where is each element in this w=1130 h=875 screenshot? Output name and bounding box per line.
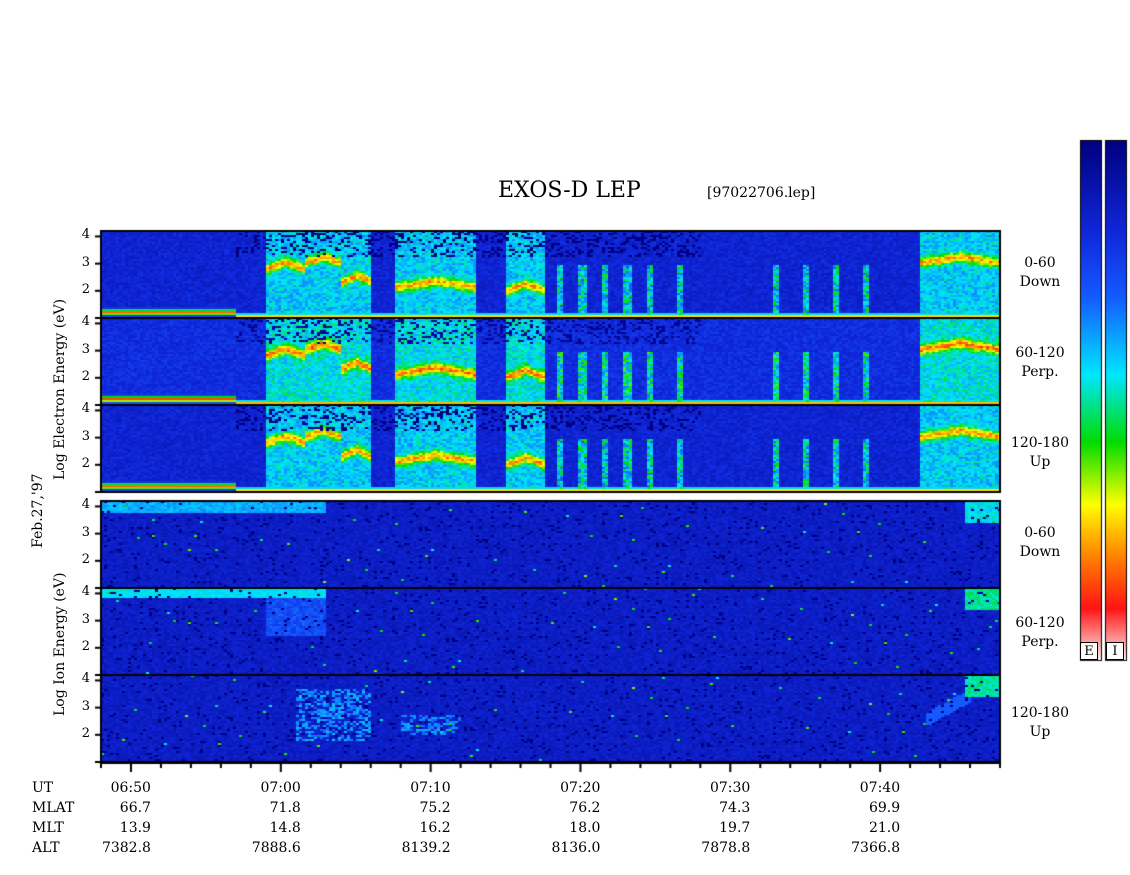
ephemeris-mlt: 16.2	[419, 820, 451, 836]
ephemeris-mlat: 71.8	[269, 800, 301, 816]
ephemeris-ut: 07:30	[709, 780, 751, 796]
ephemeris-ut: 07:20	[560, 780, 601, 796]
ephemeris-mlt: 18.0	[569, 820, 601, 836]
y-tick-label: 4	[81, 671, 90, 687]
y-tick-label: 2	[81, 455, 90, 471]
ephemeris-alt: 7382.8	[101, 840, 151, 856]
y-tick-label: 3	[81, 611, 90, 627]
ephemeris-ut: 07:10	[410, 780, 451, 796]
colorbar-label-ion: I	[1106, 642, 1124, 660]
panel-label-electron-up: 120-180 Up	[1010, 435, 1070, 470]
ephemeris-ut: 07:00	[260, 780, 301, 796]
ephemeris-mlt: 14.8	[269, 820, 301, 836]
file-label: [97022706.lep]	[707, 185, 816, 201]
y-tick-label: 4	[81, 584, 90, 600]
ephemeris-mlat: 74.3	[719, 800, 751, 816]
ephemeris-mlat: 75.2	[419, 800, 451, 816]
ephemeris-alt: 7888.6	[251, 840, 301, 856]
row-label-mlt: MLT	[32, 820, 64, 836]
colorbar-label-electron: E	[1080, 642, 1098, 660]
panel-label-ion-perp: 60-120 Perp.	[1015, 615, 1065, 650]
electron-ylabel: Log Electron Energy (eV)	[52, 298, 68, 480]
panel-label-ion-down: 0-60 Down	[1019, 525, 1061, 560]
ephemeris-mlat: 66.7	[119, 800, 151, 816]
panel-label-ion-up: 120-180 Up	[1010, 705, 1070, 740]
y-tick-label: 2	[81, 638, 90, 654]
ephemeris-alt: 8136.0	[551, 840, 601, 856]
date-label: Feb.27,'97	[30, 473, 46, 548]
y-tick-label: 2	[81, 368, 90, 384]
y-tick-label: 4	[81, 497, 90, 513]
panel-label-electron-perp: 60-120 Perp.	[1015, 345, 1065, 380]
y-tick-label: 3	[81, 254, 90, 270]
ion-ylabel: Log Ion Energy (eV)	[52, 572, 68, 716]
ephemeris-mlat: 69.9	[868, 800, 901, 816]
y-tick-label: 3	[81, 524, 90, 540]
ephemeris-alt: 8139.2	[401, 840, 451, 856]
y-tick-label: 4	[81, 227, 90, 243]
y-tick-label: 2	[81, 281, 90, 297]
y-tick-label: 4	[81, 401, 90, 417]
y-tick-label: 3	[81, 428, 90, 444]
ephemeris-mlt: 13.9	[119, 820, 151, 836]
ephemeris-alt: 7878.8	[701, 840, 751, 856]
y-tick-label: 2	[81, 551, 90, 567]
y-tick-label: 2	[81, 725, 90, 741]
panel-label-electron-down: 0-60 Down	[1019, 255, 1061, 290]
ephemeris-mlat: 76.2	[569, 800, 601, 816]
y-tick-label: 4	[81, 314, 90, 330]
ephemeris-alt: 7366.8	[851, 840, 901, 856]
row-label-ut: UT	[32, 780, 54, 796]
y-tick-label: 3	[81, 341, 90, 357]
chart-title: EXOS-D LEP	[498, 178, 641, 203]
ephemeris-mlt: 21.0	[868, 820, 901, 836]
row-label-alt: ALT	[32, 840, 60, 856]
row-label-mlat: MLAT	[32, 800, 75, 816]
ephemeris-mlt: 19.7	[719, 820, 751, 836]
ephemeris-ut: 06:50	[110, 780, 151, 796]
y-tick-label: 3	[81, 698, 90, 714]
ephemeris-ut: 07:40	[859, 780, 901, 796]
